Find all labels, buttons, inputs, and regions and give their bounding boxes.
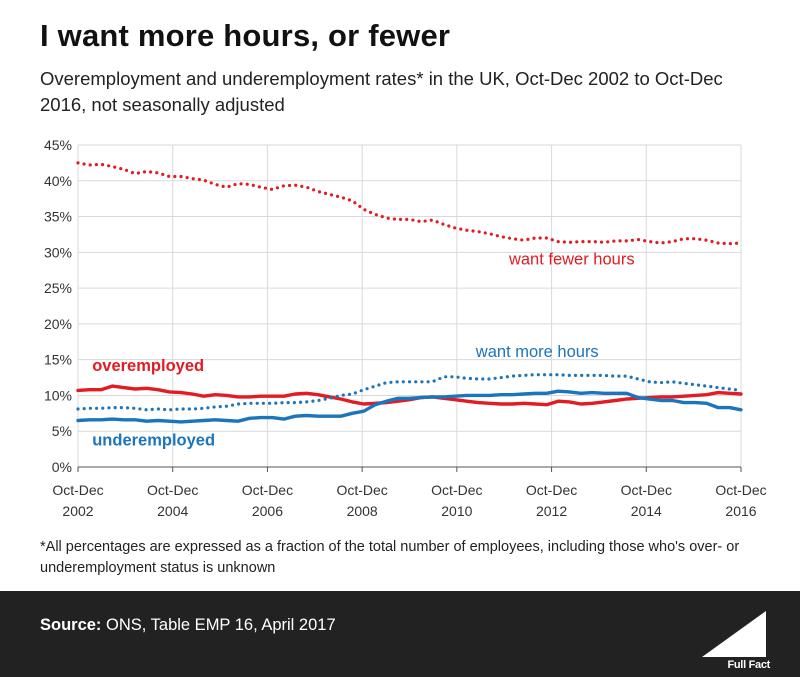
series-line-want-more-hours	[76, 373, 743, 412]
source-line: Source: ONS, Table EMP 16, April 2017	[40, 616, 336, 635]
footnote: *All percentages are expressed as a frac…	[40, 539, 740, 576]
gridlines	[77, 144, 742, 468]
series-label: underemployed	[92, 432, 215, 450]
x-tick-label: Oct-Dec 2002	[52, 482, 103, 519]
y-axis: 0% 5% 10% 15% 20% 25% 30% 35% 40% 45%	[44, 137, 72, 475]
y-tick-label: 35%	[44, 209, 72, 225]
source-label: Source:	[40, 616, 102, 634]
full-fact-logo-icon	[702, 611, 766, 657]
y-tick-label: 10%	[44, 387, 72, 403]
x-tick-label: Oct-Dec 2006	[242, 482, 293, 519]
y-tick-label: 20%	[44, 316, 72, 332]
series-line-underemployed	[76, 389, 743, 424]
x-tick-label: Oct-Dec 2016	[715, 482, 766, 519]
x-tick-label: Oct-Dec 2008	[336, 482, 387, 519]
chart-subtitle: Overemployment and underemployment rates…	[40, 68, 723, 115]
brand-name: Full Fact	[727, 659, 770, 671]
series-label: want fewer hours	[508, 250, 635, 268]
line-chart: 0% 5% 10% 15% 20% 25% 30% 35% 40% 45% Oct-Dec 2002…	[44, 137, 767, 519]
y-tick-label: 25%	[44, 280, 72, 296]
series-line-want-fewer-hours	[76, 161, 743, 246]
y-tick-label: 15%	[44, 352, 72, 368]
series-label: overemployed	[92, 357, 204, 375]
series-lines	[76, 161, 743, 424]
source-text: ONS, Table EMP 16, April 2017	[106, 616, 336, 634]
y-tick-label: 30%	[44, 244, 72, 260]
x-axis: Oct-Dec 2002 Oct-Dec 2004 Oct-Dec 2006 Oct-Dec…	[52, 466, 767, 519]
y-tick-label: 45%	[44, 137, 72, 153]
x-tick-label: Oct-Dec 2014	[621, 482, 672, 519]
y-tick-label: 0%	[52, 459, 72, 475]
x-tick-label: Oct-Dec 2012	[526, 482, 577, 519]
chart-title: I want more hours, or fewer	[40, 18, 451, 53]
y-tick-label: 5%	[52, 423, 72, 439]
series-label: want more hours	[475, 343, 599, 361]
x-tick-label: Oct-Dec 2010	[431, 482, 482, 519]
footer-bar: Source: ONS, Table EMP 16, April 2017 Fu…	[0, 591, 800, 677]
y-tick-label: 40%	[44, 173, 72, 189]
x-tick-label: Oct-Dec 2004	[147, 482, 198, 519]
series-labels: want fewer hours want more hours overemplo…	[92, 250, 634, 449]
